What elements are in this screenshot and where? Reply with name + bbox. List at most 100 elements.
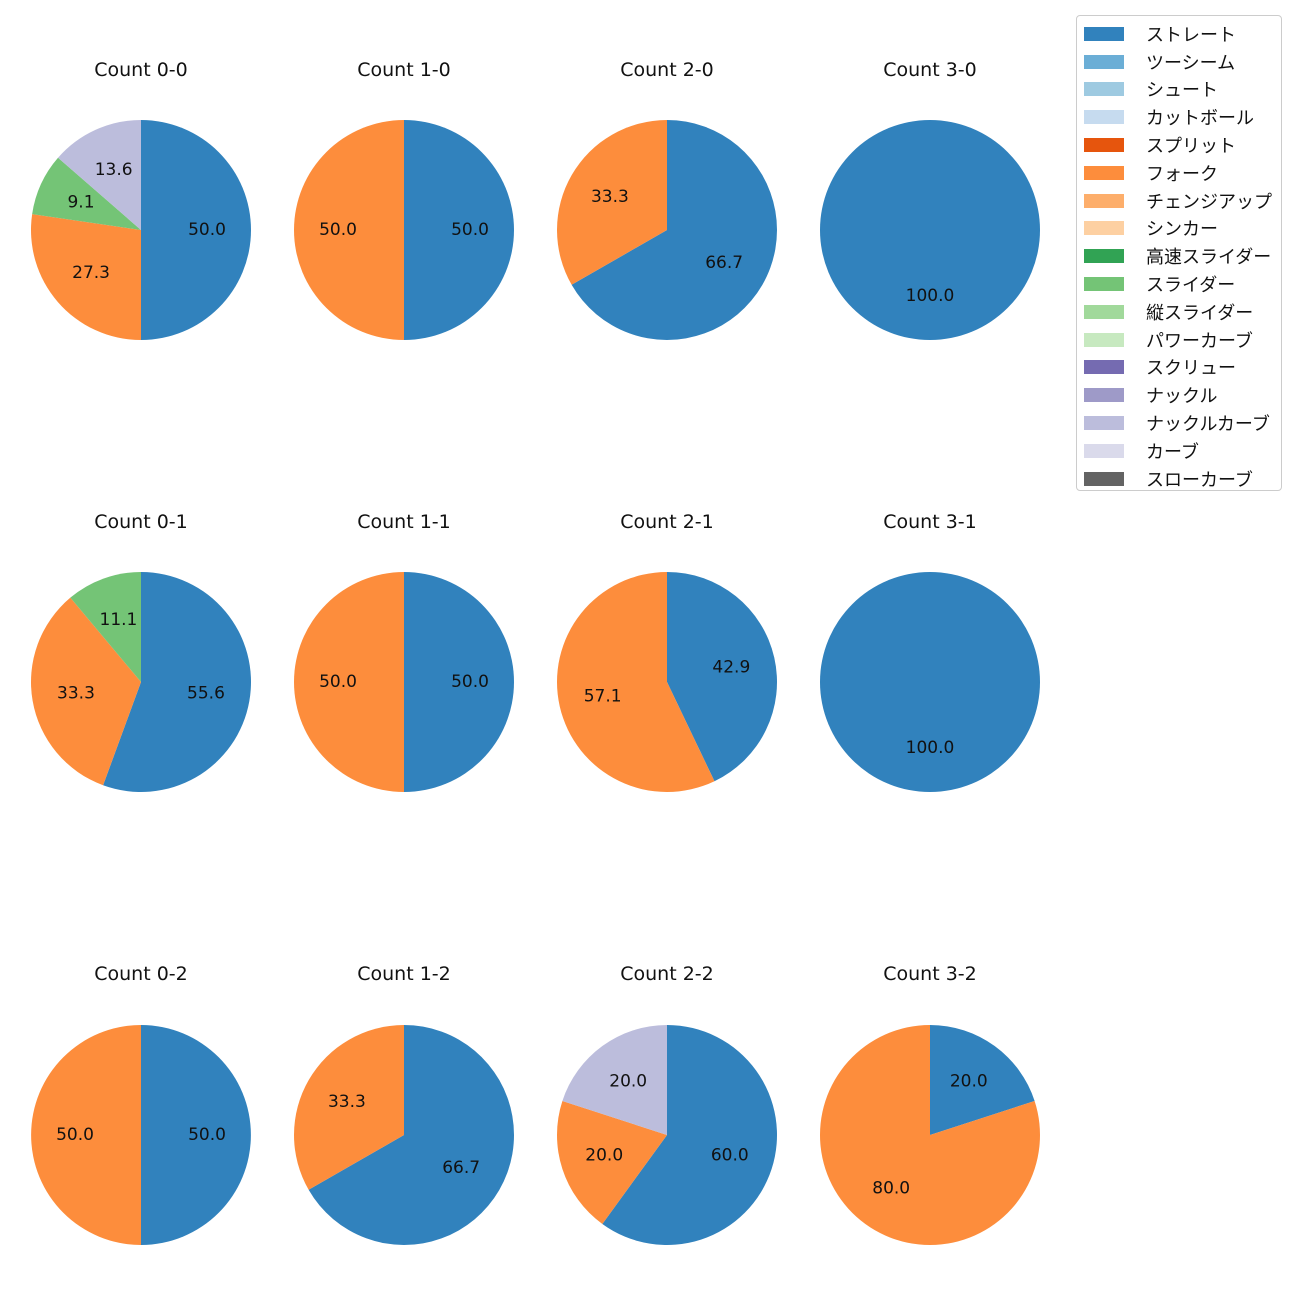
pie-chart: Count 3-0 100.0 (820, 59, 1040, 340)
pie-slice (820, 120, 1040, 340)
slice-label: 11.1 (100, 610, 138, 630)
slice-label: 20.0 (609, 1072, 647, 1092)
pie-slice (556, 572, 715, 792)
legend-label: スライダー (1146, 275, 1236, 297)
pie-slice (58, 120, 141, 230)
legend-swatch (1084, 471, 1124, 486)
legend-item: ナックルカーブ (1077, 409, 1281, 437)
legend-item: ナックル (1077, 381, 1281, 409)
pie-chart: Count 0-2 50.0 50.0 (31, 963, 251, 1245)
slice-label: 50.0 (451, 672, 489, 692)
pie-title: Count 1-2 (357, 963, 451, 985)
legend-item: チェンジアップ (1077, 187, 1281, 215)
slice-label: 9.1 (67, 192, 94, 212)
pie-slice (70, 572, 141, 682)
legend-item: 高速スライダー (1077, 242, 1281, 270)
pie-chart: Count 3-2 20.0 80.0 (819, 963, 1040, 1245)
pie-title: Count 1-0 (357, 59, 451, 81)
slice-label: 100.0 (906, 738, 955, 758)
legend-label: スクリュー (1146, 358, 1236, 380)
pie-slice (819, 1025, 1040, 1245)
legend-item: 縦スライダー (1077, 298, 1281, 326)
pie-title: Count 3-0 (883, 59, 977, 81)
legend-item: フォーク (1077, 159, 1281, 187)
legend-item: パワーカーブ (1077, 326, 1281, 354)
legend-swatch (1084, 138, 1124, 153)
legend-swatch (1084, 360, 1124, 375)
legend-swatch (1084, 54, 1124, 69)
slice-label: 27.3 (72, 263, 110, 283)
pie-chart: Count 0-0 50.0 27.3 9.113.6 (30, 59, 251, 340)
slice-label: 33.3 (57, 683, 95, 703)
legend-swatch (1084, 443, 1124, 458)
pie-slice (30, 214, 141, 340)
legend-item: シュート (1077, 76, 1281, 104)
slice-label: 20.0 (950, 1072, 988, 1092)
legend-swatch (1084, 165, 1124, 180)
slice-label: 66.7 (442, 1158, 480, 1178)
pie-title: Count 0-2 (94, 963, 188, 985)
slice-label: 100.0 (906, 286, 955, 306)
pie-chart: Count 2-2 60.0 20.0 20.0 (556, 963, 778, 1246)
legend-swatch (1084, 110, 1124, 125)
pie-chart: Count 2-0 66.7 33.3 (556, 59, 777, 340)
legend-label: 高速スライダー (1146, 247, 1272, 269)
slice-label: 50.0 (319, 672, 357, 692)
legend-label: シンカー (1146, 219, 1218, 241)
legend: ストレートツーシームシュート カットボールスプリットフォーク チェンジアップシンカー… (1076, 15, 1282, 491)
slice-label: 33.3 (591, 187, 629, 207)
pie-slice (308, 1025, 514, 1245)
slice-label: 55.6 (187, 684, 225, 704)
pie-chart: Count 2-1 42.9 57.1 (556, 511, 777, 792)
legend-swatch (1084, 26, 1124, 41)
legend-label: スプリット (1146, 136, 1236, 158)
legend-swatch (1084, 277, 1124, 292)
legend-label: スローカーブ (1146, 469, 1253, 491)
slice-label: 13.6 (95, 160, 133, 180)
legend-label: ナックルカーブ (1146, 414, 1270, 436)
pie-chart: Count 1-2 66.7 33.3 (293, 963, 514, 1245)
legend-label: ストレート (1146, 24, 1236, 46)
slice-label: 20.0 (585, 1145, 623, 1165)
pie-slice (32, 157, 142, 230)
legend-item: カットボール (1077, 103, 1281, 131)
pie-title: Count 2-1 (620, 511, 714, 533)
pie-slice (820, 572, 1040, 792)
slice-label: 50.0 (319, 220, 357, 240)
slice-label: 42.9 (712, 657, 750, 677)
pie-chart: Count 3-1 100.0 (820, 511, 1040, 792)
slice-label: 50.0 (188, 1125, 226, 1145)
legend-item: ストレート (1077, 20, 1281, 48)
pie-slice (930, 1025, 1035, 1135)
legend-label: ツーシーム (1146, 52, 1236, 74)
legend-label: シュート (1146, 80, 1218, 102)
pie-slice (404, 572, 514, 792)
legend-label: カーブ (1146, 441, 1199, 463)
pie-slice (31, 1025, 141, 1245)
legend-swatch (1084, 304, 1124, 319)
slice-label: 50.0 (56, 1125, 94, 1145)
slice-label: 60.0 (711, 1145, 749, 1165)
pie-slice (141, 1025, 251, 1245)
pie-slice (404, 120, 514, 340)
slice-label: 66.7 (705, 253, 743, 273)
pie-slice (667, 572, 777, 782)
legend-swatch (1084, 416, 1124, 431)
legend-swatch (1084, 388, 1124, 403)
pie-title: Count 2-0 (620, 59, 714, 81)
pie-slice (556, 120, 667, 285)
legend-item: スローカーブ (1077, 465, 1281, 493)
pie-title: Count 0-0 (94, 59, 188, 81)
legend-label: フォーク (1146, 163, 1218, 185)
pie-title: Count 2-2 (620, 963, 714, 985)
legend-swatch (1084, 332, 1124, 347)
pie-slice (103, 572, 251, 792)
pie-slice (571, 120, 777, 340)
pie-title: Count 3-1 (883, 511, 977, 533)
pie-chart: Count 1-1 50.0 50.0 (294, 511, 514, 792)
legend-swatch (1084, 193, 1124, 208)
slice-label: 57.1 (584, 687, 622, 707)
pie-slice (30, 597, 141, 786)
pie-title: Count 3-2 (883, 963, 977, 985)
legend-swatch (1084, 82, 1124, 97)
